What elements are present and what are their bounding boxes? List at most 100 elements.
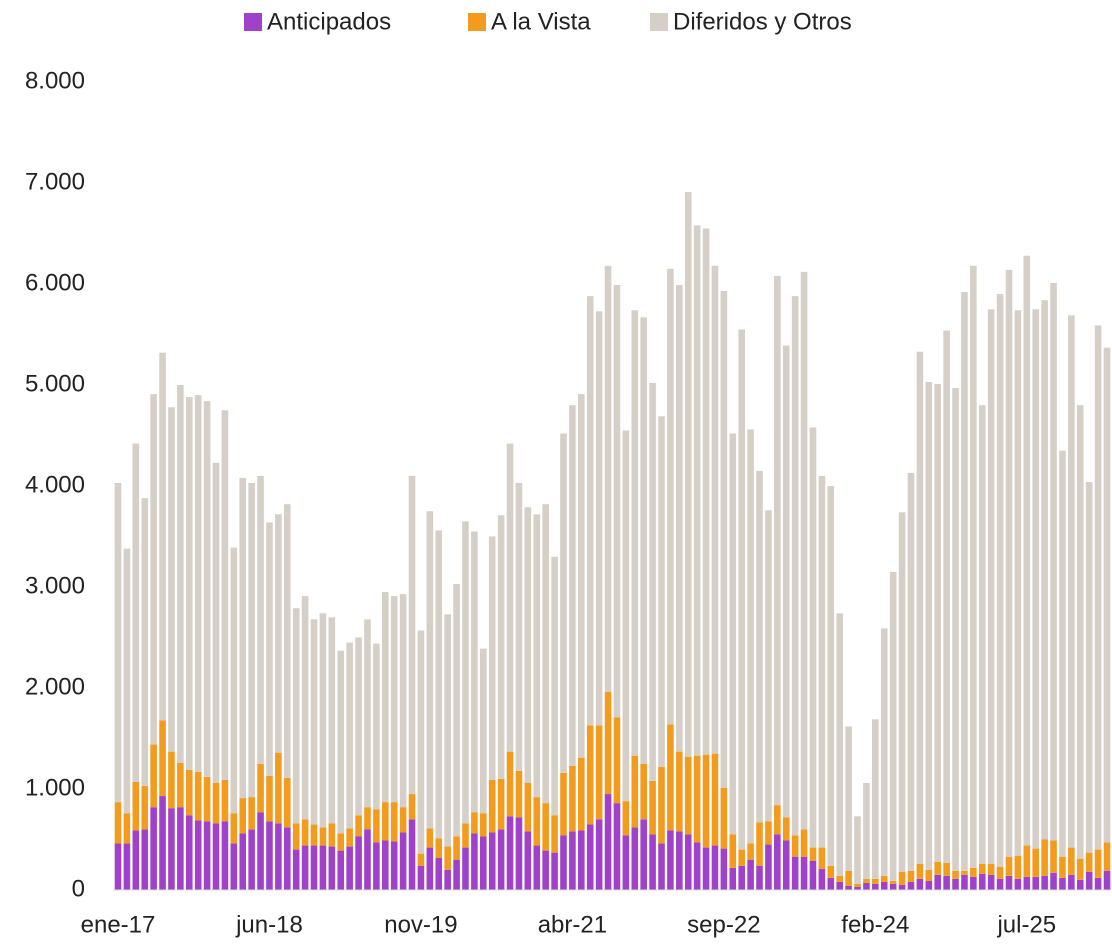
bar-segment bbox=[506, 751, 514, 817]
bar-segment bbox=[123, 548, 131, 814]
bar-segment bbox=[283, 777, 291, 828]
bar-segment bbox=[818, 847, 826, 869]
bar-segment bbox=[658, 416, 665, 767]
bar-segment bbox=[987, 874, 995, 890]
bar-segment bbox=[185, 815, 193, 890]
legend-swatch bbox=[468, 13, 486, 31]
bar-segment bbox=[898, 871, 906, 885]
bar-segment bbox=[159, 352, 166, 721]
bar-segment bbox=[141, 498, 149, 786]
bar-segment bbox=[1103, 842, 1111, 871]
bar-segment bbox=[925, 880, 933, 890]
bar-segment bbox=[1059, 877, 1066, 890]
bar-segment bbox=[684, 756, 692, 835]
bar-segment bbox=[364, 619, 371, 808]
bar-segment bbox=[266, 775, 273, 822]
bar-segment bbox=[934, 874, 942, 890]
bar-segment bbox=[382, 840, 389, 890]
bar-segment bbox=[319, 827, 327, 846]
bar-segment bbox=[488, 779, 496, 833]
bar-segment bbox=[444, 846, 451, 870]
bar-segment bbox=[373, 842, 380, 890]
bar-segment bbox=[1059, 856, 1066, 878]
bar-segment bbox=[925, 869, 933, 881]
x-tick-label: feb-24 bbox=[841, 911, 909, 938]
bar-segment bbox=[943, 875, 950, 890]
bar-segment bbox=[560, 835, 567, 890]
bar-segment bbox=[667, 724, 674, 831]
bar-segment bbox=[880, 628, 888, 876]
bar-segment bbox=[221, 821, 229, 890]
bar-segment bbox=[382, 802, 389, 841]
bar-segment bbox=[292, 823, 300, 850]
bar-segment bbox=[524, 507, 532, 783]
bar-segment bbox=[542, 504, 549, 804]
x-tick-label: ene-17 bbox=[81, 911, 156, 938]
bar-segment bbox=[684, 834, 692, 890]
bar-segment bbox=[453, 583, 460, 837]
bar-segment bbox=[800, 829, 808, 857]
bar-segment bbox=[480, 813, 487, 837]
bar-segment bbox=[248, 482, 255, 798]
bar-segment bbox=[693, 755, 701, 843]
bar-segment bbox=[604, 794, 612, 890]
bar-segment bbox=[257, 812, 264, 890]
bar-segment bbox=[729, 834, 737, 868]
bar-segment bbox=[1032, 309, 1040, 849]
bar-segment bbox=[390, 841, 398, 890]
bar-segment bbox=[355, 637, 362, 816]
bar-segment bbox=[836, 881, 843, 890]
bar-segment bbox=[177, 807, 184, 890]
bar-segment bbox=[738, 849, 745, 866]
bar-segment bbox=[168, 808, 175, 890]
y-tick-label: 3.000 bbox=[25, 572, 85, 599]
bar-segment bbox=[809, 860, 817, 890]
y-tick-label: 4.000 bbox=[25, 471, 85, 498]
bar-segment bbox=[194, 771, 202, 821]
y-tick-label: 0 bbox=[72, 875, 85, 902]
bar-segment bbox=[1094, 325, 1102, 850]
bar-segment bbox=[578, 830, 585, 890]
bar-segment bbox=[791, 835, 799, 857]
bar-segment bbox=[1005, 269, 1013, 857]
bar-segment bbox=[373, 809, 380, 843]
bar-segment bbox=[889, 883, 897, 890]
bar-segment bbox=[978, 863, 986, 874]
bar-segment bbox=[1005, 875, 1013, 890]
bar-segment bbox=[426, 828, 434, 848]
bar-segment bbox=[506, 443, 514, 752]
bar-segment bbox=[747, 429, 754, 844]
bar-segment bbox=[658, 843, 665, 890]
bar-segment bbox=[1076, 879, 1084, 890]
bar-segment bbox=[185, 397, 193, 770]
bar-segment bbox=[774, 834, 781, 890]
bar-segment bbox=[435, 857, 443, 890]
bar-segment bbox=[355, 815, 362, 837]
y-tick-label: 2.000 bbox=[25, 673, 85, 700]
bar-segment bbox=[595, 819, 603, 890]
bar-segment bbox=[141, 829, 149, 890]
bar-segment bbox=[212, 462, 220, 783]
bar-segment bbox=[453, 836, 460, 860]
bar-segment bbox=[765, 821, 772, 845]
bar-segment bbox=[382, 592, 389, 803]
bar-segment bbox=[560, 772, 567, 836]
bar-segment bbox=[266, 522, 273, 776]
bar-segment bbox=[212, 823, 220, 890]
bar-segment bbox=[266, 821, 273, 890]
bar-segment bbox=[747, 843, 754, 860]
bar-segment bbox=[684, 192, 692, 757]
bar-segment bbox=[328, 617, 336, 824]
bar-segment bbox=[996, 294, 1004, 867]
bar-segment bbox=[355, 836, 362, 890]
bar-segment bbox=[693, 842, 701, 890]
bar-segment bbox=[114, 802, 122, 844]
bar-segment bbox=[952, 878, 959, 890]
x-tick-label: sep-22 bbox=[687, 911, 760, 938]
bar-segment bbox=[292, 849, 300, 890]
bar-segment bbox=[337, 850, 345, 890]
bar-segment bbox=[756, 865, 763, 890]
bar-segment bbox=[907, 881, 915, 890]
bar-segment bbox=[978, 873, 986, 890]
